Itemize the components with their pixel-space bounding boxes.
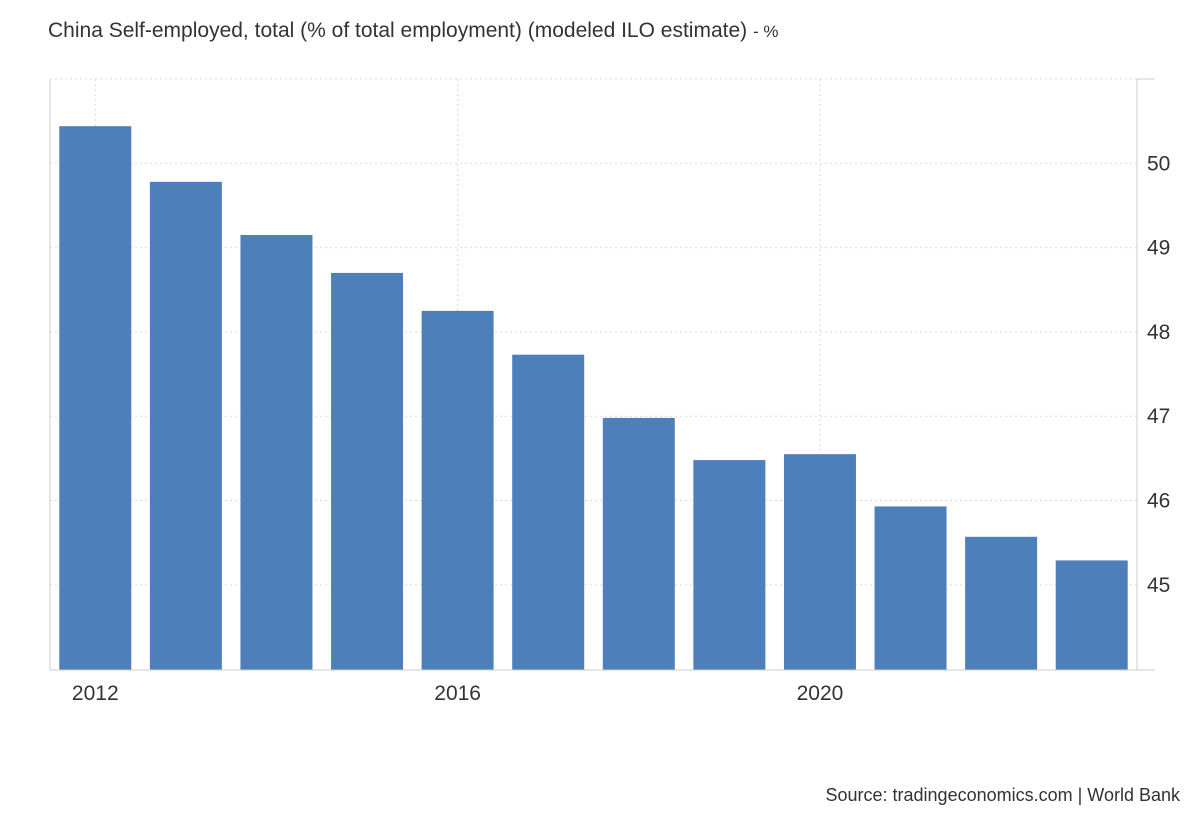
- x-axis-labels: 2012 2016 2020: [72, 682, 843, 705]
- axes: [49, 78, 1155, 671]
- x-tick-label: 2012: [72, 682, 119, 705]
- bar-2023: [1055, 560, 1128, 670]
- bar-2022: [965, 536, 1038, 670]
- bar-2020: [783, 454, 856, 670]
- bar-2012: [59, 126, 132, 671]
- x-tick-label: 2020: [797, 682, 844, 705]
- y-axis-labels: 45 46 47 48 49 50: [1147, 152, 1170, 597]
- bar-2016: [421, 310, 494, 670]
- bar-2019: [693, 460, 766, 670]
- bar-chart: 45 46 47 48 49 50 2012 2016 2020: [49, 78, 1170, 705]
- y-tick-label: 47: [1147, 405, 1170, 428]
- y-tick-label: 50: [1147, 152, 1170, 175]
- chart-title-text: China Self-employed, total (% of total e…: [48, 19, 748, 42]
- y-tick-label: 45: [1147, 574, 1170, 597]
- y-tick-label: 49: [1147, 237, 1170, 260]
- bar-2015: [331, 272, 404, 670]
- y-tick-label: 48: [1147, 321, 1170, 344]
- y-tick-label: 46: [1147, 490, 1170, 513]
- bar-2014: [240, 234, 313, 671]
- bar-2018: [602, 417, 675, 670]
- bar-2021: [874, 506, 947, 670]
- bar-2017: [512, 354, 585, 670]
- source-note: Source: tradingeconomics.com | World Ban…: [825, 785, 1181, 805]
- chart-unit: - %: [753, 22, 779, 41]
- bars: [59, 126, 1128, 671]
- x-tick-label: 2016: [434, 682, 481, 705]
- bar-2013: [149, 181, 222, 670]
- chart-title: China Self-employed, total (% of total e…: [48, 19, 779, 43]
